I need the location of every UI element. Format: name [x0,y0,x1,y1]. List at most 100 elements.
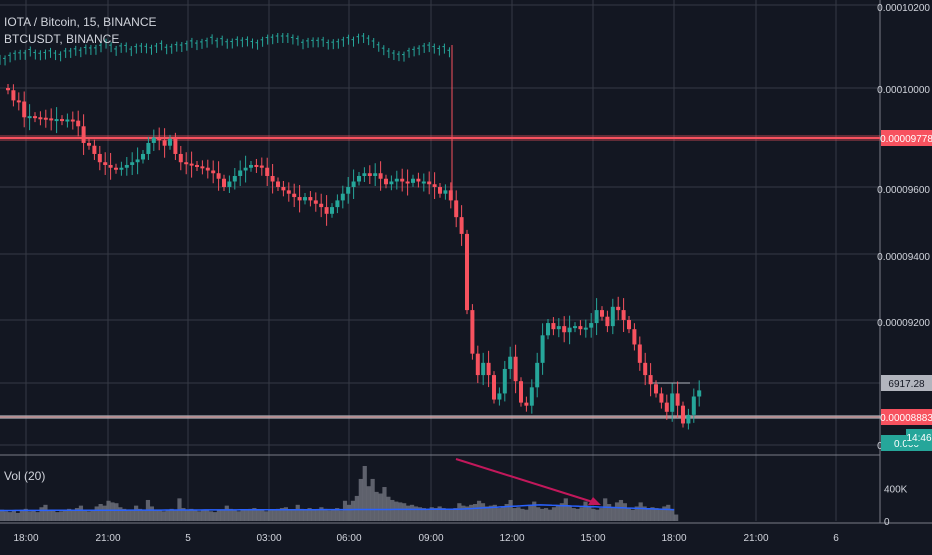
volume-bar [512,508,517,521]
price-axis-label: 0.00009600 [877,185,930,196]
volume-bar [303,509,308,521]
candle-body [497,393,502,400]
candle-body [195,164,199,167]
price-axis-label: 0.00010200 [877,3,930,14]
volume-bar [398,502,403,521]
candle-body [124,164,129,168]
candle-body [681,405,685,424]
volume-bar [603,498,608,521]
volume-bar [291,509,296,521]
volume-bar [110,502,115,521]
candle-body [281,187,286,191]
volume-bar [532,501,537,521]
candle-body [546,323,550,336]
candle-body [648,375,653,385]
candle-body [162,140,167,146]
volume-bar [256,509,261,521]
volume-bar [169,508,174,521]
price-axis-label: 0.00009200 [877,318,930,329]
candle-body [313,200,318,204]
volume-bar [193,510,198,521]
candle-body [340,193,345,201]
candle-body [97,153,102,163]
candle-body [502,368,507,394]
candle-body [173,138,178,154]
volume-axis-label: 400K [884,485,908,496]
volume-bar [382,487,387,521]
volume-bar [457,503,462,521]
volume-legend[interactable]: Vol (20) [4,469,46,483]
volume-bar [674,514,679,521]
volume-bar [437,506,442,521]
volume-bar [157,510,162,521]
volume-bar [27,511,32,521]
candle-body [43,117,48,120]
time-axis-label: 6 [833,533,839,544]
candle-body [286,190,291,194]
volume-bar [134,505,139,521]
volume-bar [78,505,84,521]
volume-bar [335,508,340,521]
candle-body [54,119,59,122]
volume-bar [441,508,446,521]
volume-bar [670,508,675,521]
volume-bar [299,508,304,521]
candle-body [65,119,70,122]
candle-body [157,137,162,141]
volume-bar [23,508,28,521]
volume-bar [563,498,568,521]
symbol-legend[interactable]: IOTA / Bitcoin, 15, BINANCE [4,15,157,29]
volume-bar [473,504,478,521]
candle-body [243,167,248,171]
volume-bar [666,504,671,521]
candle-body [394,178,399,182]
volume-bar [607,504,612,521]
volume-bar [449,508,454,521]
volume-bar [212,512,218,521]
volume-bar [244,510,249,521]
candle-body [319,203,324,208]
volume-bar [587,505,592,521]
volume-bar [642,506,647,521]
volume-bar [358,478,363,521]
volume-bar [599,508,604,521]
time-axis-label: 12:00 [499,533,524,544]
candle-body [389,181,394,185]
volume-bar [528,504,533,521]
candle-body [168,138,172,146]
candle-body [16,100,21,103]
volume-bar [461,505,466,521]
volume-bar [311,510,316,521]
volume-bar [488,505,493,521]
price-axis-label: 0.00010000 [877,85,930,96]
volume-bar [342,500,348,521]
candle-body [76,120,81,127]
candle-body [60,119,64,122]
candle-body [249,164,253,168]
volume-bar [189,508,194,521]
candle-body [178,153,183,163]
volume-bar [618,499,624,521]
volume-bar [547,509,553,521]
volume-bar [662,506,667,521]
horizontal-levels[interactable] [0,135,880,419]
volume-bar [35,512,40,521]
time-axis-label: 18:00 [661,533,686,544]
candle-body [556,326,561,330]
volume-bar [409,504,415,521]
volume-bar [141,510,147,521]
volume-bar [82,509,87,521]
candle-body [330,207,334,214]
candle-body [470,310,475,354]
time-axis-label: 21:00 [743,533,768,544]
compare-legend[interactable]: BTCUSDT, BINANCE [4,32,120,46]
volume-bar [378,493,383,521]
candle-body [189,163,194,166]
volume-bar [327,510,332,521]
btc-price-tag: 6917.28 [888,379,925,390]
candle-body [438,187,442,194]
volume-bar [425,508,430,521]
btc-compare-series [0,33,453,200]
